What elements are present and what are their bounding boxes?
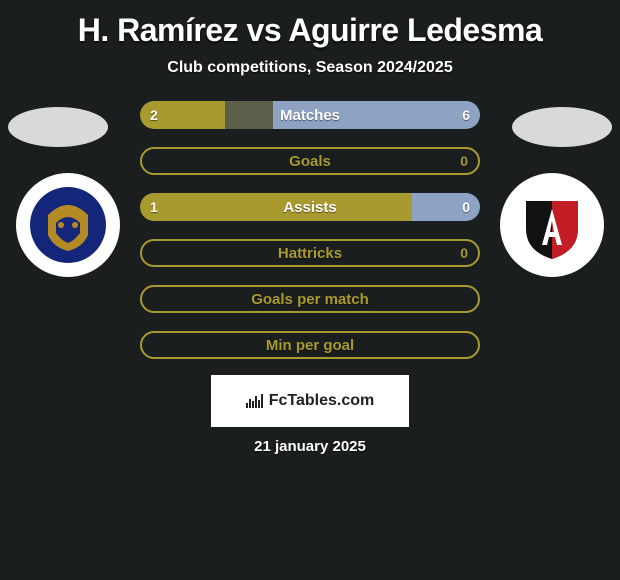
- player1-club-badge: [16, 173, 120, 277]
- player2-avatar-placeholder: [512, 107, 612, 147]
- stat-label: Min per goal: [142, 333, 478, 357]
- stat-seg-neutral: [225, 101, 273, 129]
- stat-seg-player2: [273, 101, 480, 129]
- stat-row: Hattricks0: [140, 239, 480, 267]
- stat-seg-player1: [140, 101, 225, 129]
- fctables-logo: FcTables.com: [211, 375, 409, 427]
- atlas-icon: [512, 185, 592, 265]
- stat-row: Min per goal: [140, 331, 480, 359]
- stat-value-player2: 0: [460, 149, 468, 173]
- snapshot-date: 21 january 2025: [0, 438, 620, 455]
- stat-label: Goals per match: [142, 287, 478, 311]
- stat-row: Goals0: [140, 147, 480, 175]
- stat-label: Goals: [142, 149, 478, 173]
- player1-avatar-placeholder: [8, 107, 108, 147]
- stat-bar-list: Matches26Goals0Assists10Hattricks0Goals …: [140, 101, 480, 377]
- stat-seg-player2: [412, 193, 480, 221]
- player2-club-badge: [500, 173, 604, 277]
- stat-value-player2: 0: [460, 241, 468, 265]
- stat-row: Goals per match: [140, 285, 480, 313]
- page-subtitle: Club competitions, Season 2024/2025: [0, 59, 620, 77]
- bars-icon: [246, 394, 263, 408]
- stat-seg-player1: [140, 193, 412, 221]
- brand-text: FcTables.com: [269, 392, 375, 410]
- page-title: H. Ramírez vs Aguirre Ledesma: [0, 0, 620, 49]
- stat-row: Matches26: [140, 101, 480, 129]
- comparison-stage: Matches26Goals0Assists10Hattricks0Goals …: [0, 95, 620, 495]
- stat-row: Assists10: [140, 193, 480, 221]
- stat-label: Hattricks: [142, 241, 478, 265]
- pumas-icon: [28, 185, 108, 265]
